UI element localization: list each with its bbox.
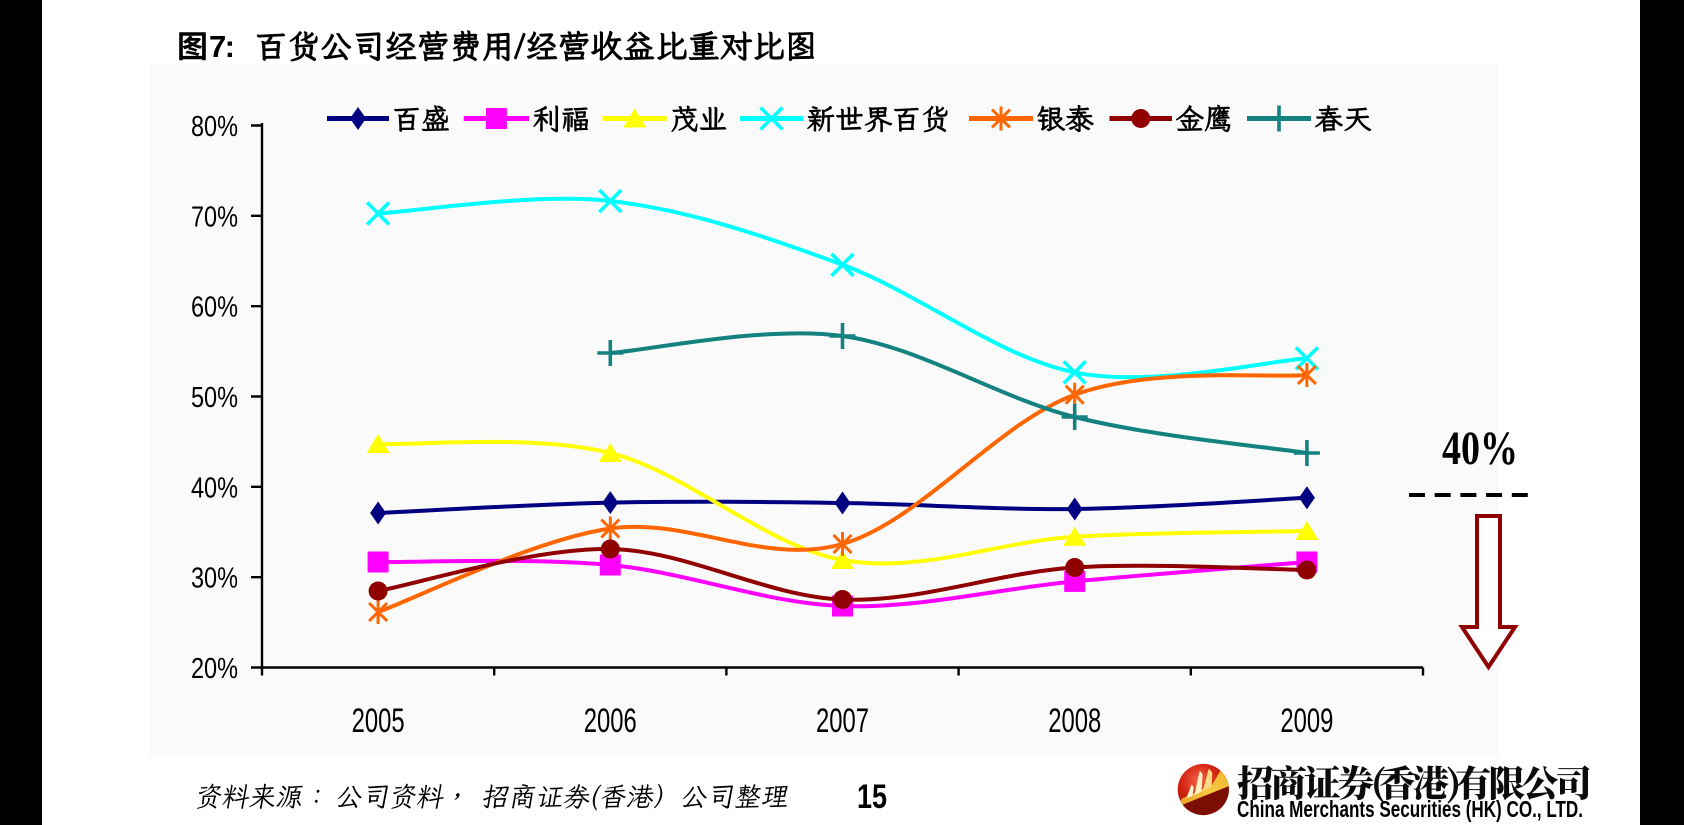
svg-text:40%: 40%	[1442, 422, 1518, 475]
svg-text:50%: 50%	[191, 382, 238, 414]
svg-text:20%: 20%	[191, 653, 238, 685]
svg-text:70%: 70%	[191, 201, 238, 233]
svg-text:China Merchants Securities (HK: China Merchants Securities (HK) CO., LTD…	[1237, 796, 1583, 822]
svg-text:60%: 60%	[191, 292, 238, 324]
svg-text:2005: 2005	[352, 702, 405, 740]
svg-text:80%: 80%	[191, 111, 238, 143]
svg-text:2009: 2009	[1280, 702, 1333, 740]
svg-text:40%: 40%	[191, 472, 238, 504]
svg-text:2007: 2007	[816, 702, 869, 740]
svg-text:7:: 7:	[209, 29, 235, 64]
svg-text:2006: 2006	[584, 702, 637, 740]
svg-text:30%: 30%	[191, 563, 238, 595]
svg-text:15: 15	[857, 778, 887, 816]
svg-text:2008: 2008	[1048, 702, 1101, 740]
